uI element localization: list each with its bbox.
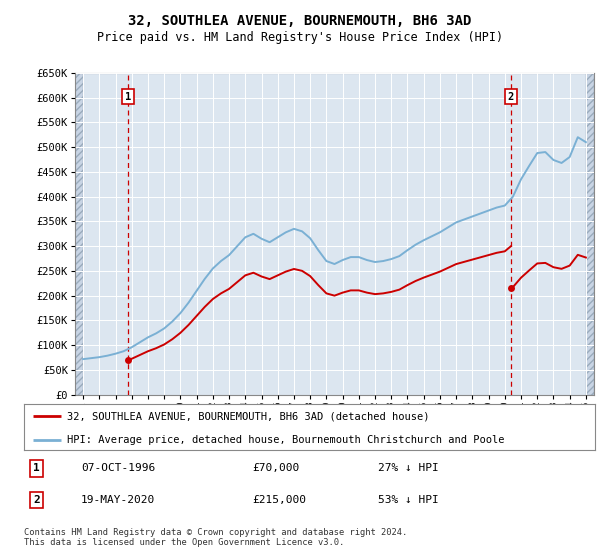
Text: £70,000: £70,000	[253, 464, 300, 473]
Text: £215,000: £215,000	[253, 495, 307, 505]
Text: Price paid vs. HM Land Registry's House Price Index (HPI): Price paid vs. HM Land Registry's House …	[97, 31, 503, 44]
Bar	[586, 73, 594, 395]
Text: 32, SOUTHLEA AVENUE, BOURNEMOUTH, BH6 3AD: 32, SOUTHLEA AVENUE, BOURNEMOUTH, BH6 3A…	[128, 14, 472, 28]
Text: 1: 1	[125, 92, 131, 101]
Text: 07-OCT-1996: 07-OCT-1996	[81, 464, 155, 473]
Bar	[75, 73, 83, 395]
Text: 19-MAY-2020: 19-MAY-2020	[81, 495, 155, 505]
Text: 2: 2	[33, 495, 40, 505]
Text: 27% ↓ HPI: 27% ↓ HPI	[378, 464, 439, 473]
Text: Contains HM Land Registry data © Crown copyright and database right 2024.
This d: Contains HM Land Registry data © Crown c…	[24, 528, 407, 547]
Text: 1: 1	[33, 464, 40, 473]
Text: 53% ↓ HPI: 53% ↓ HPI	[378, 495, 439, 505]
Text: HPI: Average price, detached house, Bournemouth Christchurch and Poole: HPI: Average price, detached house, Bour…	[67, 435, 505, 445]
Text: 32, SOUTHLEA AVENUE, BOURNEMOUTH, BH6 3AD (detached house): 32, SOUTHLEA AVENUE, BOURNEMOUTH, BH6 3A…	[67, 411, 430, 421]
Text: 2: 2	[508, 92, 514, 101]
